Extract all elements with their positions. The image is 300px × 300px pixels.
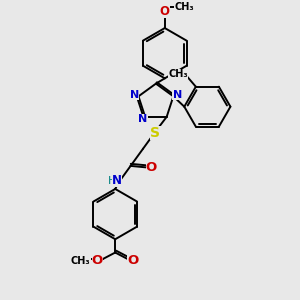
Text: O: O	[128, 254, 139, 267]
Text: O: O	[160, 5, 170, 18]
Text: N: N	[138, 114, 147, 124]
Text: O: O	[92, 254, 103, 267]
Text: CH₃: CH₃	[174, 2, 194, 12]
Text: H: H	[107, 176, 116, 186]
Text: N: N	[130, 90, 139, 100]
Text: CH₃: CH₃	[168, 69, 188, 79]
Text: N: N	[172, 90, 182, 100]
Text: O: O	[146, 161, 157, 174]
Text: CH₃: CH₃	[71, 256, 91, 266]
Text: N: N	[112, 174, 122, 187]
Text: S: S	[151, 126, 160, 140]
